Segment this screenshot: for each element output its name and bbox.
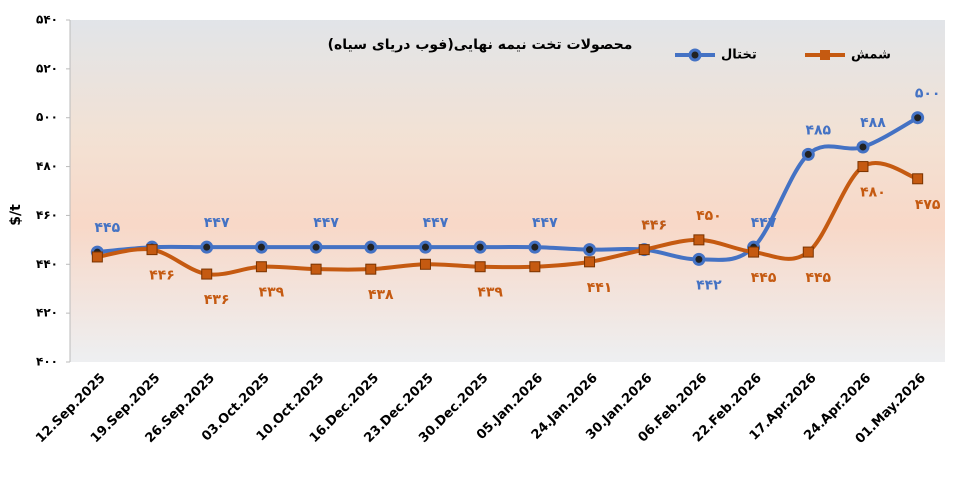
data-label: ۴۴۲	[696, 277, 722, 293]
data-point	[146, 244, 158, 256]
data-point	[91, 251, 103, 263]
y-axis-label: $/t	[8, 204, 24, 226]
data-point	[419, 258, 431, 270]
data-label: ۴۴۵	[805, 270, 831, 286]
data-point	[693, 234, 705, 246]
data-point	[856, 140, 870, 154]
data-point	[365, 263, 377, 275]
data-point	[255, 261, 267, 273]
data-point	[583, 243, 597, 257]
series-line	[97, 115, 919, 262]
data-point	[309, 240, 323, 254]
y-tick-label: ۵۰۰	[36, 110, 58, 124]
y-tick-label: ۴۶۰	[36, 208, 58, 222]
data-point	[473, 240, 487, 254]
data-label: ۴۳۸	[368, 287, 394, 303]
data-label: ۴۴۷	[423, 215, 449, 231]
data-label: ۴۴۷	[532, 215, 558, 231]
y-tick-label: ۵۲۰	[36, 61, 58, 75]
data-point	[857, 161, 869, 173]
data-label: ۴۴۱	[587, 280, 613, 296]
legend-label: تختال	[721, 48, 757, 63]
data-label: ۴۵۰	[696, 208, 722, 224]
data-label: ۴۳۶	[204, 292, 230, 308]
data-label: ۴۴۷	[751, 215, 777, 231]
legend-marker	[688, 48, 702, 62]
data-point	[529, 261, 541, 273]
y-tick-label: ۴۴۰	[36, 257, 58, 271]
data-point	[418, 240, 432, 254]
y-tick-label: ۴۰۰	[36, 355, 58, 369]
data-label: ۴۴۵	[95, 220, 121, 236]
legend-marker	[820, 50, 830, 60]
data-label: ۴۸۸	[860, 115, 886, 131]
data-label: ۴۴۶	[641, 218, 667, 234]
data-point	[310, 263, 322, 275]
data-point	[584, 256, 596, 268]
data-label: ۴۸۰	[860, 185, 886, 201]
data-label: ۴۴۶	[149, 268, 175, 284]
y-tick-label: ۵۴۰	[36, 13, 58, 27]
data-point	[638, 244, 650, 256]
data-point	[254, 240, 268, 254]
legend-label: شمش	[851, 48, 891, 63]
data-point	[201, 268, 213, 280]
data-point	[801, 147, 815, 161]
data-label: ۴۳۹	[477, 285, 503, 301]
y-tick-label: ۴۲۰	[36, 306, 58, 320]
data-label: ۴۴۷	[204, 215, 230, 231]
data-point	[912, 173, 924, 185]
data-point	[802, 246, 814, 258]
data-label: ۴۴۶	[641, 218, 667, 234]
y-tick-label: ۴۸۰	[36, 159, 58, 173]
data-label: ۴۸۵	[805, 122, 831, 138]
data-point	[528, 240, 542, 254]
data-label: ۴۷۵	[915, 197, 941, 213]
data-label: ۵۰۰	[915, 86, 941, 102]
data-label: ۴۴۷	[313, 215, 339, 231]
data-point	[692, 252, 706, 266]
data-point	[200, 240, 214, 254]
data-label: ۴۴۵	[751, 270, 777, 286]
data-point	[748, 246, 760, 258]
data-point	[364, 240, 378, 254]
data-point	[474, 261, 486, 273]
plot-background	[70, 20, 945, 362]
data-point	[911, 111, 925, 125]
data-label: ۴۳۹	[259, 285, 285, 301]
chart-title: محصولات تخت نیمه نهایی(فوب دریای سیاه)	[328, 37, 633, 53]
